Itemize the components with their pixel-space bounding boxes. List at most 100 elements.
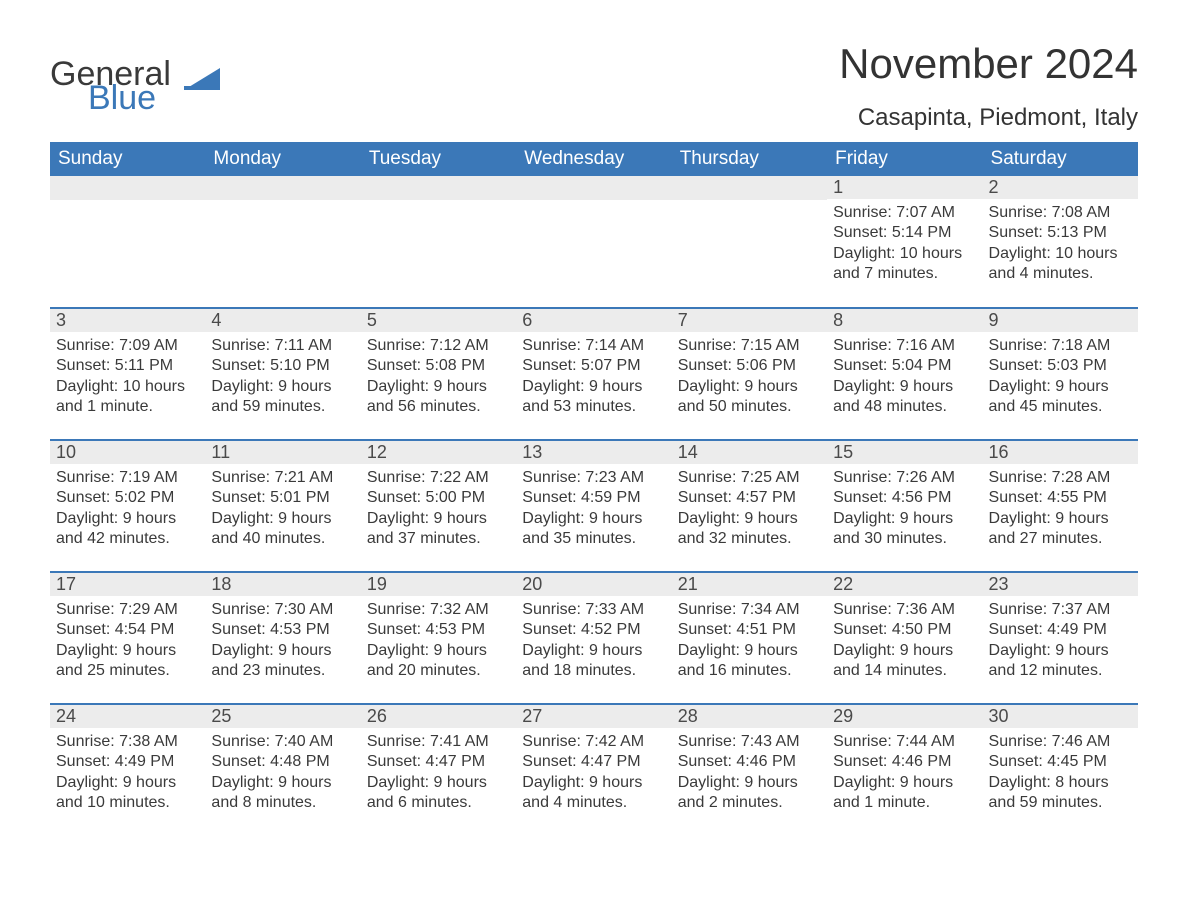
daylight-text: Daylight: 9 hours and 56 minutes.	[367, 377, 510, 418]
weekday-header: Thursday	[672, 142, 827, 176]
day-number: 21	[672, 573, 827, 596]
day-details: Sunrise: 7:09 AMSunset: 5:11 PMDaylight:…	[50, 332, 205, 426]
sunrise-text: Sunrise: 7:40 AM	[211, 732, 354, 752]
sunset-text: Sunset: 4:59 PM	[522, 488, 665, 508]
daylight-text: Daylight: 9 hours and 27 minutes.	[989, 509, 1132, 550]
sunset-text: Sunset: 5:00 PM	[367, 488, 510, 508]
day-number: 12	[361, 441, 516, 464]
daylight-text: Daylight: 9 hours and 35 minutes.	[522, 509, 665, 550]
day-number: 1	[827, 176, 982, 199]
sunrise-text: Sunrise: 7:25 AM	[678, 468, 821, 488]
day-details: Sunrise: 7:14 AMSunset: 5:07 PMDaylight:…	[516, 332, 671, 426]
calendar-day-cell: 2Sunrise: 7:08 AMSunset: 5:13 PMDaylight…	[983, 176, 1138, 308]
daylight-text: Daylight: 9 hours and 48 minutes.	[833, 377, 976, 418]
location-text: Casapinta, Piedmont, Italy	[839, 104, 1138, 132]
calendar-day-cell: 18Sunrise: 7:30 AMSunset: 4:53 PMDayligh…	[205, 572, 360, 704]
daylight-text: Daylight: 9 hours and 32 minutes.	[678, 509, 821, 550]
sunset-text: Sunset: 4:55 PM	[989, 488, 1132, 508]
day-number: 27	[516, 705, 671, 728]
sunset-text: Sunset: 5:07 PM	[522, 356, 665, 376]
calendar-day-cell: 12Sunrise: 7:22 AMSunset: 5:00 PMDayligh…	[361, 440, 516, 572]
daylight-text: Daylight: 9 hours and 42 minutes.	[56, 509, 199, 550]
sunrise-text: Sunrise: 7:32 AM	[367, 600, 510, 620]
day-details: Sunrise: 7:07 AMSunset: 5:14 PMDaylight:…	[827, 199, 982, 293]
sunset-text: Sunset: 4:47 PM	[522, 752, 665, 772]
day-details: Sunrise: 7:37 AMSunset: 4:49 PMDaylight:…	[983, 596, 1138, 690]
calendar-day-cell: 11Sunrise: 7:21 AMSunset: 5:01 PMDayligh…	[205, 440, 360, 572]
daylight-text: Daylight: 9 hours and 45 minutes.	[989, 377, 1132, 418]
daylight-text: Daylight: 9 hours and 30 minutes.	[833, 509, 976, 550]
daylight-text: Daylight: 9 hours and 50 minutes.	[678, 377, 821, 418]
sunset-text: Sunset: 4:53 PM	[211, 620, 354, 640]
calendar-day-cell: 8Sunrise: 7:16 AMSunset: 5:04 PMDaylight…	[827, 308, 982, 440]
day-number: 7	[672, 309, 827, 332]
sunset-text: Sunset: 4:51 PM	[678, 620, 821, 640]
sunrise-text: Sunrise: 7:11 AM	[211, 336, 354, 356]
sunset-text: Sunset: 5:02 PM	[56, 488, 199, 508]
day-details: Sunrise: 7:25 AMSunset: 4:57 PMDaylight:…	[672, 464, 827, 558]
weekday-header: Friday	[827, 142, 982, 176]
day-number: 6	[516, 309, 671, 332]
day-details: Sunrise: 7:40 AMSunset: 4:48 PMDaylight:…	[205, 728, 360, 822]
sunset-text: Sunset: 4:54 PM	[56, 620, 199, 640]
sunrise-text: Sunrise: 7:19 AM	[56, 468, 199, 488]
calendar-day-cell: 9Sunrise: 7:18 AMSunset: 5:03 PMDaylight…	[983, 308, 1138, 440]
sunset-text: Sunset: 4:45 PM	[989, 752, 1132, 772]
sunset-text: Sunset: 4:48 PM	[211, 752, 354, 772]
day-number: 28	[672, 705, 827, 728]
calendar-day-cell: 23Sunrise: 7:37 AMSunset: 4:49 PMDayligh…	[983, 572, 1138, 704]
sunset-text: Sunset: 4:47 PM	[367, 752, 510, 772]
logo-text-blue: Blue	[88, 82, 220, 114]
day-details: Sunrise: 7:11 AMSunset: 5:10 PMDaylight:…	[205, 332, 360, 426]
daylight-text: Daylight: 9 hours and 4 minutes.	[522, 773, 665, 814]
day-number: 22	[827, 573, 982, 596]
sunrise-text: Sunrise: 7:43 AM	[678, 732, 821, 752]
sunrise-text: Sunrise: 7:15 AM	[678, 336, 821, 356]
daylight-text: Daylight: 8 hours and 59 minutes.	[989, 773, 1132, 814]
sunset-text: Sunset: 5:03 PM	[989, 356, 1132, 376]
sunrise-text: Sunrise: 7:36 AM	[833, 600, 976, 620]
weekday-header: Saturday	[983, 142, 1138, 176]
day-details: Sunrise: 7:15 AMSunset: 5:06 PMDaylight:…	[672, 332, 827, 426]
day-details: Sunrise: 7:28 AMSunset: 4:55 PMDaylight:…	[983, 464, 1138, 558]
sunrise-text: Sunrise: 7:26 AM	[833, 468, 976, 488]
day-details: Sunrise: 7:08 AMSunset: 5:13 PMDaylight:…	[983, 199, 1138, 293]
sunrise-text: Sunrise: 7:34 AM	[678, 600, 821, 620]
day-number: 5	[361, 309, 516, 332]
sunrise-text: Sunrise: 7:38 AM	[56, 732, 199, 752]
daylight-text: Daylight: 9 hours and 18 minutes.	[522, 641, 665, 682]
day-number: 24	[50, 705, 205, 728]
sunrise-text: Sunrise: 7:28 AM	[989, 468, 1132, 488]
day-number: 13	[516, 441, 671, 464]
calendar-day-cell	[50, 176, 205, 308]
weekday-header: Sunday	[50, 142, 205, 176]
day-number: 2	[983, 176, 1138, 199]
day-number: 23	[983, 573, 1138, 596]
month-title: November 2024	[839, 40, 1138, 88]
empty-day-bar	[50, 176, 205, 200]
day-details: Sunrise: 7:44 AMSunset: 4:46 PMDaylight:…	[827, 728, 982, 822]
calendar-page: General Blue November 2024 Casapinta, Pi…	[0, 0, 1188, 876]
daylight-text: Daylight: 9 hours and 23 minutes.	[211, 641, 354, 682]
calendar-day-cell: 24Sunrise: 7:38 AMSunset: 4:49 PMDayligh…	[50, 704, 205, 836]
calendar-day-cell: 14Sunrise: 7:25 AMSunset: 4:57 PMDayligh…	[672, 440, 827, 572]
daylight-text: Daylight: 9 hours and 37 minutes.	[367, 509, 510, 550]
calendar-day-cell: 30Sunrise: 7:46 AMSunset: 4:45 PMDayligh…	[983, 704, 1138, 836]
calendar-week-row: 24Sunrise: 7:38 AMSunset: 4:49 PMDayligh…	[50, 704, 1138, 836]
calendar-day-cell: 6Sunrise: 7:14 AMSunset: 5:07 PMDaylight…	[516, 308, 671, 440]
day-details: Sunrise: 7:18 AMSunset: 5:03 PMDaylight:…	[983, 332, 1138, 426]
day-number: 8	[827, 309, 982, 332]
sunset-text: Sunset: 5:01 PM	[211, 488, 354, 508]
sunrise-text: Sunrise: 7:21 AM	[211, 468, 354, 488]
calendar-week-row: 3Sunrise: 7:09 AMSunset: 5:11 PMDaylight…	[50, 308, 1138, 440]
day-number: 17	[50, 573, 205, 596]
calendar-week-row: 1Sunrise: 7:07 AMSunset: 5:14 PMDaylight…	[50, 176, 1138, 308]
sunset-text: Sunset: 5:10 PM	[211, 356, 354, 376]
day-details: Sunrise: 7:21 AMSunset: 5:01 PMDaylight:…	[205, 464, 360, 558]
calendar-day-cell: 19Sunrise: 7:32 AMSunset: 4:53 PMDayligh…	[361, 572, 516, 704]
day-details: Sunrise: 7:34 AMSunset: 4:51 PMDaylight:…	[672, 596, 827, 690]
header-row: General Blue November 2024 Casapinta, Pi…	[50, 40, 1138, 132]
day-number: 16	[983, 441, 1138, 464]
sunset-text: Sunset: 4:46 PM	[678, 752, 821, 772]
sunrise-text: Sunrise: 7:08 AM	[989, 203, 1132, 223]
